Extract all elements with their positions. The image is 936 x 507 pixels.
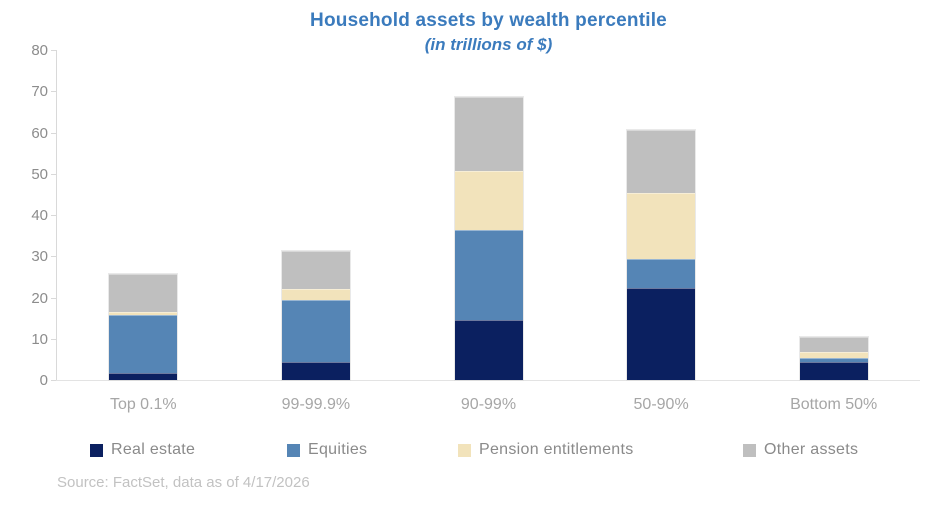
x-axis-baseline (51, 380, 920, 381)
y-tick-mark (51, 173, 56, 175)
x-category-label: 99-99.9% (281, 396, 351, 413)
bar-segment-pension-entitlements (281, 289, 350, 300)
legend-swatch-icon (90, 443, 103, 457)
y-tick-label: 20 (31, 289, 48, 307)
y-tick-mark (51, 215, 56, 216)
stacked-bar-top-0-1- (108, 272, 179, 381)
legend-item-real-estate: Real estate (90, 441, 195, 459)
bar-segment-pension-entitlements (627, 193, 696, 260)
legend-label: Pension entitlements (479, 441, 634, 458)
bar-segment-other-assets (627, 130, 696, 194)
bar-segment-equities (109, 314, 178, 373)
stacked-bar-99-99-9- (280, 249, 351, 381)
y-tick-mark (51, 380, 56, 381)
x-category-label: Bottom 50% (790, 396, 878, 413)
x-category-label: Top 0.1% (109, 396, 177, 413)
y-tick-mark (51, 50, 56, 51)
y-tick-label: 50 (31, 165, 48, 183)
y-tick-label: 0 (39, 372, 48, 389)
bar-segment-other-assets (454, 97, 523, 171)
legend-item-equities: Equities (287, 441, 367, 459)
y-tick-label: 80 (31, 42, 48, 59)
y-tick-label: 10 (31, 330, 48, 348)
chart-subtitle: (in trillions of $) (424, 35, 553, 54)
bar-segment-pension-entitlements (454, 170, 523, 230)
legend-label: Equities (308, 441, 368, 458)
legend-item-other-assets: Other assets (743, 441, 858, 459)
stacked-bar-bottom-50- (798, 335, 869, 382)
bar-segment-real-estate (454, 320, 523, 380)
stacked-bar-90-99- (453, 96, 524, 381)
y-tick-mark (51, 132, 56, 134)
title-block: Household assets by wealth percentile (i… (57, 10, 920, 55)
bar-segment-pension-entitlements (109, 312, 178, 315)
x-category-label: 50-90% (633, 396, 689, 413)
chart-title: Household assets by wealth percentile (310, 10, 667, 31)
bar-segment-real-estate (109, 372, 178, 380)
legend-item-pension-entitlements: Pension entitlements (458, 441, 634, 459)
y-tick-label: 60 (31, 124, 48, 142)
bar-segment-other-assets (109, 273, 178, 313)
source-note: Source: FactSet, data as of 4/17/2026 (57, 474, 310, 491)
bar-segment-equities (627, 259, 696, 288)
bar-segment-real-estate (799, 361, 868, 380)
legend-label: Real estate (111, 441, 196, 458)
bar-segment-equities (454, 229, 523, 321)
y-tick-label: 30 (31, 248, 48, 266)
legend-swatch-icon (458, 443, 471, 457)
bar-segment-real-estate (281, 361, 350, 380)
y-tick-mark (51, 338, 56, 340)
x-category-label: 90-99% (460, 396, 517, 413)
y-tick-mark (51, 91, 56, 93)
legend-swatch-icon (287, 443, 300, 457)
y-tick-label: 70 (31, 83, 48, 101)
stacked-bar-50-90- (626, 129, 697, 381)
bar-segment-pension-entitlements (799, 352, 868, 358)
bar-segment-real-estate (627, 288, 696, 380)
y-tick-mark (51, 297, 56, 299)
bar-segment-other-assets (799, 336, 868, 353)
bar-segment-other-assets (281, 250, 350, 290)
y-axis-line (56, 50, 57, 381)
legend-label: Other assets (764, 441, 859, 458)
bar-segment-equities (799, 357, 868, 362)
y-tick-label: 40 (31, 207, 48, 224)
bar-segment-equities (281, 299, 350, 362)
y-tick-mark (51, 256, 56, 258)
legend-swatch-icon (743, 443, 756, 457)
